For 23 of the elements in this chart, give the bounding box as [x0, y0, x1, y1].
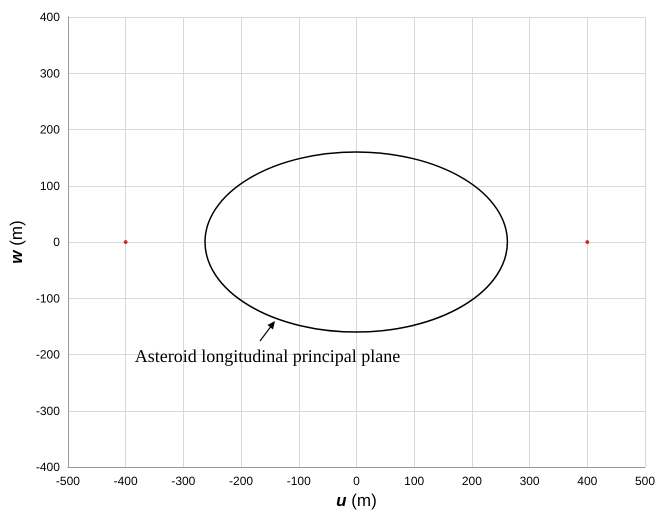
- x-tick-label: 300: [520, 474, 540, 488]
- x-tick-label: 400: [577, 474, 598, 488]
- y-tick-label: -100: [36, 291, 60, 306]
- y-tick-label: -400: [36, 460, 60, 474]
- x-tick-label: -100: [286, 474, 312, 488]
- y-tick-label: -200: [36, 348, 60, 362]
- y-tick-label: 200: [40, 122, 60, 137]
- x-axis-title: u (m): [336, 491, 377, 510]
- x-tick-label: -400: [114, 474, 138, 488]
- x-tick-label: 500: [634, 474, 656, 488]
- y-tick-label: 0: [53, 235, 60, 250]
- x-tick-label: -300: [171, 474, 196, 488]
- annotation: Asteroid longitudinal principal plane: [134, 346, 400, 366]
- x-tick-label: 100: [404, 474, 424, 488]
- x-tick-label: -200: [229, 474, 254, 488]
- y-tick-label: 400: [40, 10, 60, 24]
- x-tick-label: -500: [56, 474, 80, 488]
- y-axis-title: w (m): [7, 220, 26, 264]
- y-tick-label: 100: [40, 178, 60, 193]
- x-tick-label: 0: [353, 474, 360, 488]
- y-tick-label: -300: [36, 404, 60, 418]
- x-tick-label: 200: [462, 474, 482, 488]
- y-tick-label: 300: [40, 66, 60, 80]
